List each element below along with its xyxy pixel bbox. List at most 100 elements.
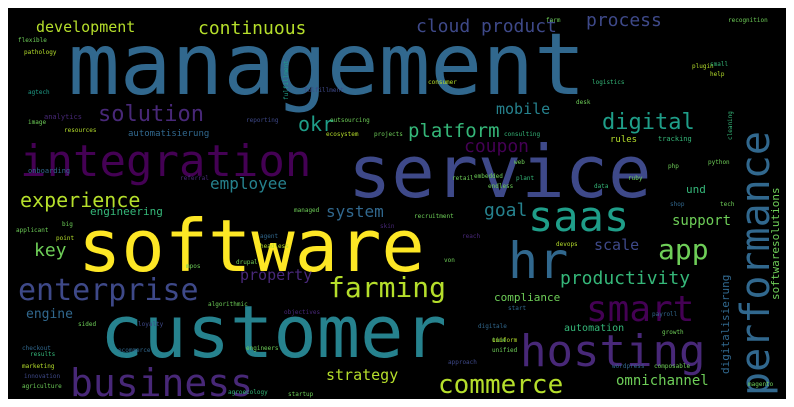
word-von: von — [444, 257, 455, 264]
word-objectives: objectives — [284, 309, 321, 316]
word-engineering: engineering — [90, 205, 163, 218]
word-smart: smart — [586, 289, 695, 330]
word-drupal: drupal — [236, 259, 258, 266]
word-omnichannel: omnichannel — [616, 373, 709, 389]
word-magento: magento — [748, 381, 774, 388]
word-digital: digital — [602, 110, 695, 135]
word-devops: devops — [556, 241, 578, 248]
word-sided: sided — [78, 321, 97, 328]
word-recognition: recognition — [728, 17, 768, 24]
word-softwaresolutions: softwaresolutions — [769, 187, 782, 300]
word-strategy: strategy — [326, 366, 399, 384]
word-cleaning: cleaning — [727, 111, 734, 140]
word-hr: hr — [508, 232, 569, 290]
word-outsourcing: outsourcing — [330, 117, 370, 124]
word-mpos: mpos — [186, 263, 201, 270]
word-tech: tech — [720, 201, 735, 208]
word-shop: shop — [670, 201, 685, 208]
word-web: web — [514, 159, 525, 166]
word-big: big — [62, 221, 73, 228]
word-saas: saas — [528, 192, 630, 241]
word-algorithmic: algorithmic — [208, 301, 248, 308]
word-php: php — [668, 163, 679, 170]
word-startup: startup — [288, 391, 314, 398]
word-ruby: ruby — [628, 175, 643, 182]
word-service: service — [348, 130, 652, 214]
word-point: point — [56, 235, 75, 242]
word-time: time — [492, 337, 507, 344]
word-app: app — [658, 233, 709, 266]
word-help: help — [710, 71, 725, 78]
word-enterprise: enterprise — [18, 273, 199, 308]
word-key: key — [34, 240, 67, 261]
word-cloud: management service software customer int… — [8, 8, 786, 399]
word-integration: integration — [20, 136, 312, 187]
word-ecommerce: ecommerce — [118, 347, 151, 354]
word-loyalty: loyalty — [138, 321, 164, 328]
word-solution: solution — [98, 102, 204, 127]
word-software: software — [78, 204, 425, 288]
word-cloud-product: cloud product — [416, 16, 557, 37]
word-applicant: applicant — [16, 227, 49, 234]
word-uniform: uniform — [492, 337, 518, 344]
word-automation: automation — [564, 323, 625, 334]
word-agriculture: agriculture — [22, 383, 62, 390]
word-projects: projects — [374, 131, 403, 138]
word-continuous: continuous — [198, 18, 307, 39]
word-customer: customer — [100, 290, 447, 374]
word-development: development — [36, 18, 136, 36]
word-compliance: compliance — [494, 291, 561, 304]
word-reporting: reporting — [246, 117, 279, 124]
word-okr: okr — [298, 112, 335, 136]
word-fulfillment-v: fulfillment — [283, 60, 290, 100]
word-process: process — [586, 10, 662, 31]
word-automatisierung: automatisierung — [128, 129, 210, 139]
word-employee: employee — [210, 174, 288, 193]
word-business: business — [70, 361, 254, 399]
word-experience: experience — [20, 188, 141, 212]
word-python: python — [708, 159, 730, 166]
word-plant: plant — [516, 175, 535, 182]
word-engineers: engineers — [246, 345, 279, 352]
word-headless: headless — [260, 243, 289, 250]
word-pathology: pathology — [24, 49, 57, 56]
word-goal: goal — [484, 200, 528, 221]
word-fulfillment: fulfillment — [304, 87, 344, 94]
word-ecosystem: ecosystem — [326, 131, 359, 138]
word-property: property — [240, 266, 313, 284]
word-agroecology: agroecology — [228, 389, 268, 396]
word-referral: referral — [180, 175, 209, 182]
word-platform: platform — [408, 120, 500, 142]
word-start: start — [508, 305, 527, 312]
word-reach: reach — [462, 233, 481, 240]
word-onboarding: onboarding — [28, 167, 71, 175]
word-system: system — [326, 202, 384, 221]
word-digitalisierung: digitalisierung — [719, 274, 732, 374]
word-support: support — [672, 213, 732, 229]
word-small: small — [710, 61, 729, 68]
word-farming: farming — [328, 271, 447, 304]
word-retail: retail — [452, 175, 474, 182]
word-und: und — [686, 183, 706, 196]
word-wordpress: wordpress — [612, 363, 645, 370]
word-skin: skin — [380, 223, 395, 230]
word-payroll: payroll — [652, 311, 678, 318]
word-commerce: commerce — [438, 370, 564, 399]
word-engine: engine — [26, 307, 73, 322]
word-coupon: coupon — [464, 136, 530, 157]
word-endless: endless — [488, 183, 514, 190]
word-recruitment: recruitment — [414, 213, 454, 220]
word-rules: rules — [610, 135, 638, 145]
word-resources: resources — [64, 127, 97, 134]
word-hosting: hosting — [520, 326, 706, 377]
word-plugin: plugin — [692, 63, 714, 70]
word-digitale: digitale — [478, 323, 507, 330]
word-agtech: agtech — [28, 89, 50, 96]
word-flexible: flexible — [18, 37, 47, 44]
word-composable: composable — [654, 363, 691, 370]
word-managed: managed — [294, 207, 320, 214]
word-checkout: checkout — [22, 345, 51, 352]
word-unified: unified — [492, 347, 518, 354]
word-approach: approach — [448, 359, 477, 366]
word-consumer: consumer — [428, 79, 457, 86]
